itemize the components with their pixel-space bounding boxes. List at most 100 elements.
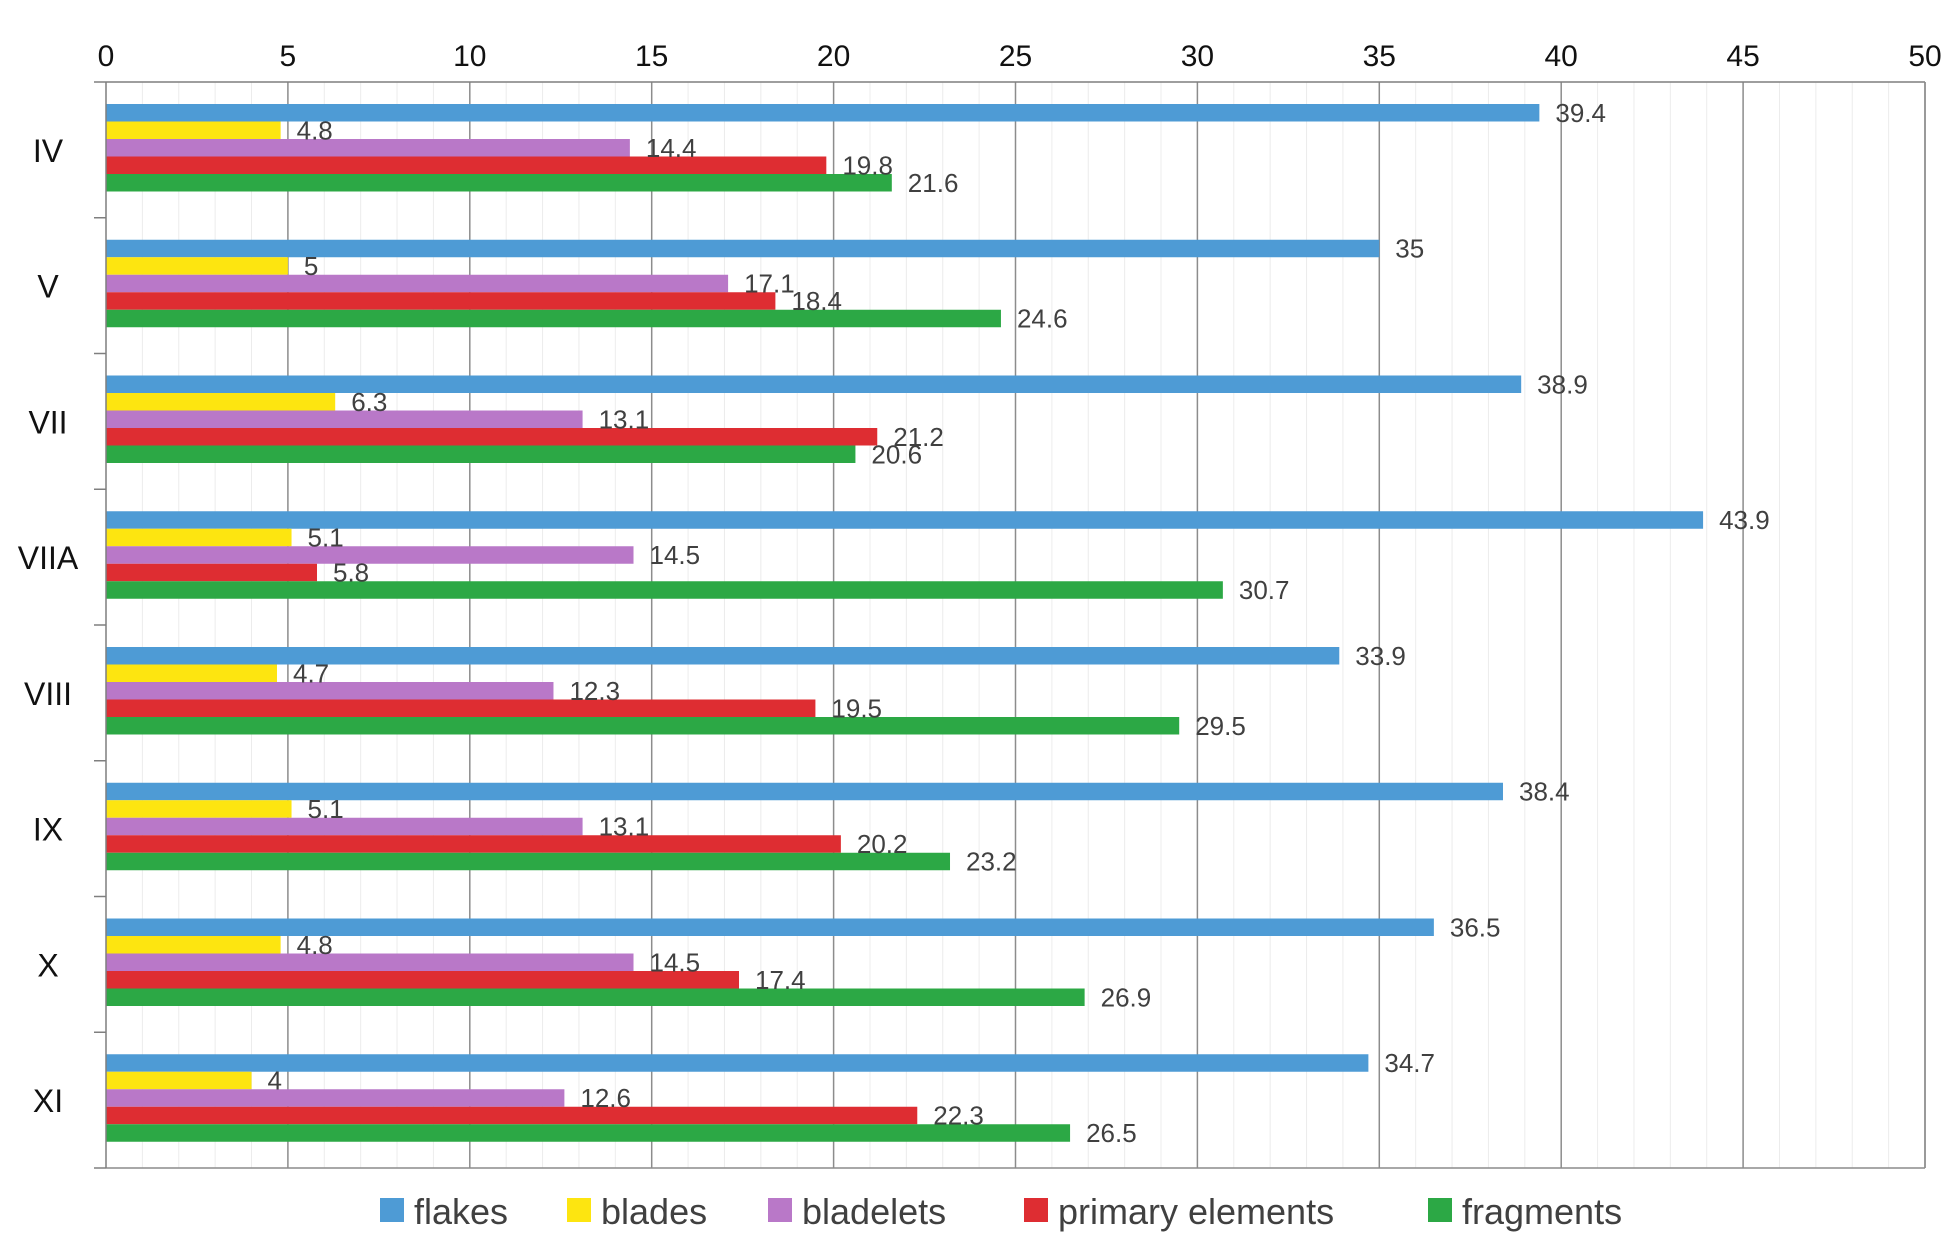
bar-blades-VII xyxy=(106,393,336,411)
data-label: 35 xyxy=(1395,234,1424,264)
x-tick-label: 0 xyxy=(98,40,115,73)
data-label: 4.8 xyxy=(297,115,333,145)
bar-primary-elements-IV xyxy=(106,156,827,174)
legend-label: blades xyxy=(601,1191,707,1232)
data-label: 21.2 xyxy=(893,422,944,452)
legend-item-bladelets[interactable]: bladelets xyxy=(768,1191,946,1232)
category-label: IV xyxy=(33,133,64,169)
bar-blades-IX xyxy=(106,800,292,818)
x-tick-label: 5 xyxy=(280,40,297,73)
category-label: IX xyxy=(33,812,63,848)
data-label: 5.1 xyxy=(308,794,344,824)
bar-bladelets-IV xyxy=(106,139,630,157)
data-label: 21.6 xyxy=(908,168,959,198)
legend-item-flakes[interactable]: flakes xyxy=(380,1191,508,1232)
data-label: 20.6 xyxy=(871,439,922,469)
bar-fragments-VIIA xyxy=(106,581,1223,599)
bar-primary-elements-XI xyxy=(106,1106,918,1125)
bar-primary-elements-IX xyxy=(106,835,841,853)
legend-item-blades[interactable]: blades xyxy=(567,1191,707,1232)
data-label: 13.1 xyxy=(599,812,650,842)
data-label: 38.9 xyxy=(1537,369,1588,399)
x-tick-label: 10 xyxy=(453,40,486,73)
x-tick-label: 30 xyxy=(1181,40,1214,73)
bar-bladelets-VII xyxy=(106,410,583,428)
data-label: 12.3 xyxy=(569,676,620,706)
data-label: 18.4 xyxy=(791,286,842,316)
x-tick-labels: 0 5 10 15 20 25 30 35 40 45 50 xyxy=(98,40,1942,73)
legend-label: fragments xyxy=(1462,1191,1622,1232)
data-label: 20.2 xyxy=(857,829,908,859)
bar-flakes-XI xyxy=(106,1054,1369,1072)
data-label: 5.1 xyxy=(308,523,344,553)
data-label: 39.4 xyxy=(1555,98,1606,128)
legend-swatch xyxy=(1428,1198,1452,1222)
legend-swatch xyxy=(768,1198,792,1222)
x-tick-label: 25 xyxy=(999,40,1032,73)
legend-swatch xyxy=(380,1198,404,1222)
data-labels-group: 39.4 4.8 14.4 19.8 21.6 35 5 17.118.4 24.6 38.9 6.… xyxy=(268,98,1770,1148)
data-label: 17.4 xyxy=(755,965,806,995)
data-label: 22.3 xyxy=(933,1101,984,1131)
legend-item-primary-elements[interactable]: primary elements xyxy=(1024,1191,1334,1232)
bar-flakes-X xyxy=(106,918,1434,936)
data-label: 19.8 xyxy=(842,150,893,180)
bar-flakes-VIII xyxy=(106,647,1340,665)
data-label: 5 xyxy=(304,251,318,281)
data-label: 33.9 xyxy=(1355,641,1406,671)
data-label: 6.3 xyxy=(351,387,387,417)
bar-blades-XI xyxy=(106,1071,252,1090)
data-label: 4.7 xyxy=(293,658,329,688)
bar-blades-X xyxy=(106,936,281,954)
x-tick-label: 45 xyxy=(1726,40,1759,73)
legend-swatch xyxy=(1024,1198,1048,1222)
bar-flakes-IV xyxy=(106,104,1540,122)
data-label: 36.5 xyxy=(1450,912,1501,942)
category-label: X xyxy=(37,947,58,983)
legend-item-fragments[interactable]: fragments xyxy=(1428,1191,1622,1232)
bar-blades-VIII xyxy=(106,664,277,682)
bar-flakes-V xyxy=(106,239,1380,258)
x-tick-label: 40 xyxy=(1545,40,1578,73)
bar-blades-VIIA xyxy=(106,528,292,547)
category-label: VIII xyxy=(24,676,72,712)
bar-fragments-XI xyxy=(106,1124,1071,1142)
data-label: 5.8 xyxy=(333,558,369,588)
bar-primary-elements-VIIA xyxy=(106,563,318,582)
bar-blades-IV xyxy=(106,121,281,139)
x-tick-label: 15 xyxy=(635,40,668,73)
x-tick-label: 20 xyxy=(817,40,850,73)
data-label: 26.5 xyxy=(1086,1118,1137,1148)
data-label: 14.5 xyxy=(650,947,701,977)
data-label: 19.5 xyxy=(831,693,882,723)
data-label: 13.1 xyxy=(599,404,650,434)
data-label: 4.8 xyxy=(297,930,333,960)
bar-primary-elements-X xyxy=(106,971,740,989)
bar-bladelets-VIII xyxy=(106,682,554,700)
data-label: 14.5 xyxy=(650,540,701,570)
bar-bladelets-IX xyxy=(106,817,583,836)
bar-flakes-VII xyxy=(106,375,1522,393)
legend[interactable]: flakes blades bladelets primary elements fra… xyxy=(380,1191,1622,1232)
data-label: 26.9 xyxy=(1101,982,1152,1012)
bar-primary-elements-V xyxy=(106,292,776,310)
category-label: VIIA xyxy=(18,540,79,576)
bar-fragments-IX xyxy=(106,852,951,871)
category-labels: IV V VII VIIA VIII IX X XI xyxy=(18,133,79,1119)
data-label: 4 xyxy=(268,1066,282,1096)
data-label: 24.6 xyxy=(1017,304,1068,334)
bar-bladelets-VIIA xyxy=(106,546,634,564)
data-label: 43.9 xyxy=(1719,505,1770,535)
legend-label: flakes xyxy=(414,1191,508,1232)
category-label: V xyxy=(37,269,59,305)
axes-group xyxy=(94,81,1926,1169)
bar-bladelets-V xyxy=(106,274,729,293)
bar-primary-elements-VIII xyxy=(106,699,816,717)
data-label: 34.7 xyxy=(1384,1048,1435,1078)
data-label: 30.7 xyxy=(1239,575,1290,605)
data-label: 12.6 xyxy=(580,1083,631,1113)
bar-fragments-VIII xyxy=(106,717,1180,735)
data-label: 38.4 xyxy=(1519,777,1570,807)
data-label: 17.1 xyxy=(744,269,795,299)
